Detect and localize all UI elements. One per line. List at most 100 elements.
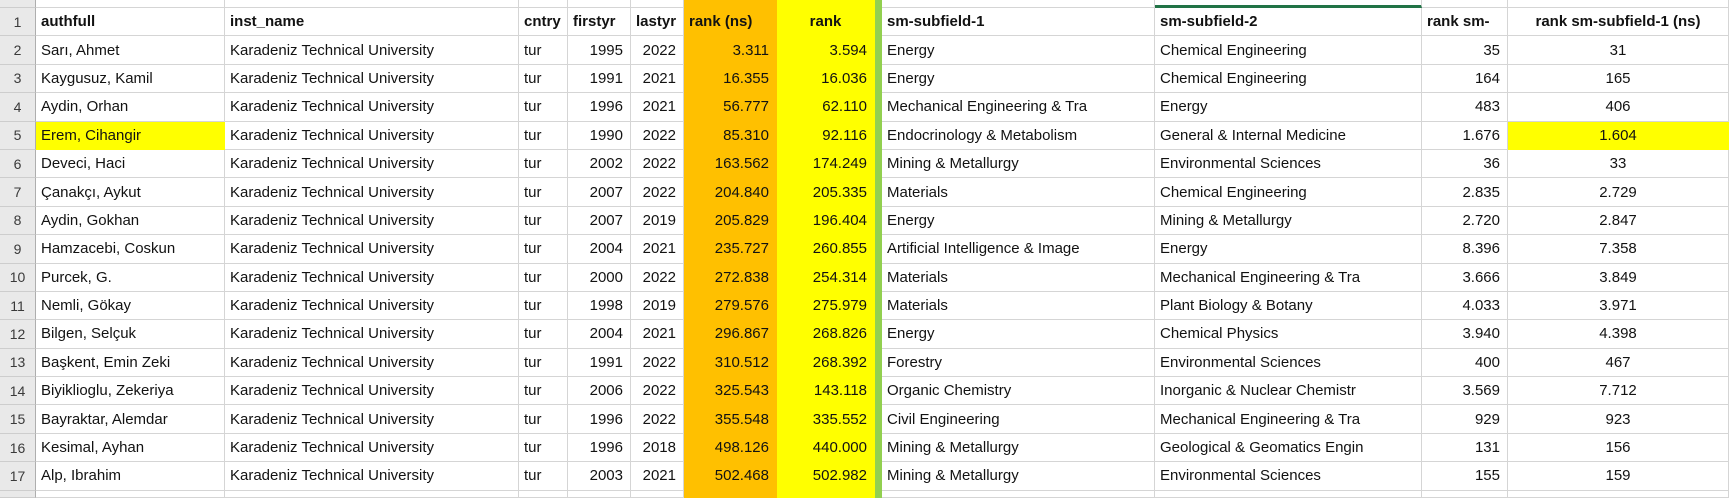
cell-rank-sm-subfield-1-ns[interactable]: 3.971 — [1508, 291, 1729, 321]
row-number[interactable]: 15 — [0, 405, 36, 434]
cell-lastyr[interactable]: 2019 — [631, 291, 684, 321]
cell-rank-sm-subfield-1-ns[interactable]: 165 — [1508, 64, 1729, 94]
cell-rank-sm-subfield-1-ns[interactable]: 156 — [1508, 433, 1729, 463]
cell-firstyr[interactable]: 1990 — [568, 121, 631, 150]
cell-cntry[interactable]: tur — [519, 377, 568, 406]
cell-rank-ns[interactable]: 272.838 — [684, 263, 777, 292]
cell-lastyr[interactable]: 2021 — [631, 93, 684, 122]
cell-rank-sm-subfield-1-ns[interactable]: 406 — [1508, 93, 1729, 122]
row-number[interactable]: 3 — [0, 64, 36, 94]
cell-rank-ns[interactable]: 279.576 — [684, 291, 777, 321]
cell-rank-sm-subfield-1-ns[interactable]: 3.849 — [1508, 263, 1729, 292]
cell-inst-name[interactable]: Karadeniz Technical University — [225, 93, 519, 122]
cell-authfull[interactable]: Kaygusuz, Kamil — [36, 64, 225, 94]
cell-sm-subfield-1[interactable]: Energy — [882, 320, 1155, 349]
cell-lastyr[interactable]: 2022 — [631, 377, 684, 406]
cell-rank-sm[interactable]: 929 — [1422, 405, 1508, 434]
cell-cntry[interactable]: tur — [519, 348, 568, 378]
cell-cntry[interactable]: tur — [519, 36, 568, 65]
cell-firstyr[interactable]: 2002 — [568, 149, 631, 179]
cell-lastyr[interactable]: 2022 — [631, 263, 684, 292]
cell-sm-subfield-1[interactable]: Materials — [882, 178, 1155, 207]
cell-rank[interactable]: 16.036 — [777, 64, 875, 94]
row-number[interactable]: 13 — [0, 348, 36, 378]
row-number[interactable]: 16 — [0, 433, 36, 463]
cell-sm-subfield-2[interactable]: Energy — [1155, 93, 1422, 122]
cell-rank-sm[interactable]: 131 — [1422, 433, 1508, 463]
header-rank-sm-subfield-1-ns[interactable]: rank sm-subfield-1 (ns) — [1508, 8, 1729, 37]
header-inst-name[interactable]: inst_name — [225, 8, 519, 37]
cell-authfull[interactable]: Deveci, Haci — [36, 149, 225, 179]
cell-authfull[interactable]: Aydin, Orhan — [36, 93, 225, 122]
cell-rank-sm-subfield-1-ns[interactable]: 7.712 — [1508, 377, 1729, 406]
cell-rank-sm-subfield-1-ns[interactable]: 923 — [1508, 405, 1729, 434]
cell-lastyr[interactable]: 2022 — [631, 178, 684, 207]
header-firstyr[interactable]: firstyr — [568, 8, 631, 37]
cell-cntry[interactable]: tur — [519, 263, 568, 292]
cell-sm-subfield-2[interactable]: Chemical Engineering — [1155, 178, 1422, 207]
cell-rank[interactable]: 260.855 — [777, 235, 875, 264]
cell-rank-sm-subfield-1-ns[interactable]: 1.604 — [1508, 121, 1729, 150]
cell-firstyr[interactable]: 2000 — [568, 263, 631, 292]
cell-inst-name[interactable]: Karadeniz Technical University — [225, 348, 519, 378]
cell-sm-subfield-2[interactable]: Chemical Engineering — [1155, 36, 1422, 65]
cell-rank[interactable]: 62.110 — [777, 93, 875, 122]
cell-sm-subfield-2[interactable]: Inorganic & Nuclear Chemistr — [1155, 377, 1422, 406]
row-number[interactable]: 17 — [0, 462, 36, 491]
cell-sm-subfield-2[interactable]: Chemical Physics — [1155, 320, 1422, 349]
cell-inst-name[interactable]: Karadeniz Technical University — [225, 263, 519, 292]
cell-rank-ns[interactable]: 310.512 — [684, 348, 777, 378]
row-number[interactable]: 6 — [0, 149, 36, 179]
cell-rank-ns[interactable]: 85.310 — [684, 121, 777, 150]
cell-rank-sm[interactable]: 1.676 — [1422, 121, 1508, 150]
cell-authfull[interactable]: Sarı, Ahmet — [36, 36, 225, 65]
cell-sm-subfield-2[interactable]: Mining & Metallurgy — [1155, 206, 1422, 236]
cell-rank-sm[interactable]: 2.720 — [1422, 206, 1508, 236]
cell-rank-sm[interactable]: 4.033 — [1422, 291, 1508, 321]
header-rank-sm[interactable]: rank sm- — [1422, 8, 1508, 37]
cell-sm-subfield-1[interactable]: Mining & Metallurgy — [882, 149, 1155, 179]
cell-lastyr[interactable]: 2022 — [631, 405, 684, 434]
cell-lastyr[interactable]: 2021 — [631, 320, 684, 349]
cell-rank-sm-subfield-1-ns[interactable]: 467 — [1508, 348, 1729, 378]
cell-rank[interactable]: 174.249 — [777, 149, 875, 179]
cell-rank-sm[interactable]: 3.569 — [1422, 377, 1508, 406]
row-number[interactable]: 14 — [0, 377, 36, 406]
cell-inst-name[interactable]: Karadeniz Technical University — [225, 121, 519, 150]
row-number[interactable]: 12 — [0, 320, 36, 349]
cell-authfull[interactable]: Bayraktar, Alemdar — [36, 405, 225, 434]
cell-rank-ns[interactable]: 235.727 — [684, 235, 777, 264]
cell-lastyr[interactable]: 2022 — [631, 149, 684, 179]
cell-rank[interactable]: 254.314 — [777, 263, 875, 292]
cell-rank-ns[interactable]: 355.548 — [684, 405, 777, 434]
cell-rank-sm-subfield-1-ns[interactable]: 159 — [1508, 462, 1729, 491]
cell-cntry[interactable]: tur — [519, 178, 568, 207]
cell-sm-subfield-1[interactable]: Energy — [882, 64, 1155, 94]
row-number[interactable]: 2 — [0, 36, 36, 65]
cell-rank-sm-subfield-1-ns[interactable]: 33 — [1508, 149, 1729, 179]
cell-lastyr[interactable]: 2019 — [631, 206, 684, 236]
cell-authfull[interactable]: Kesimal, Ayhan — [36, 433, 225, 463]
cell-rank-sm[interactable]: 2.835 — [1422, 178, 1508, 207]
cell-authfull[interactable]: Biyiklioglu, Zekeriya — [36, 377, 225, 406]
cell-rank-sm[interactable]: 155 — [1422, 462, 1508, 491]
cell-rank[interactable]: 268.392 — [777, 348, 875, 378]
cell-rank-sm[interactable]: 3.940 — [1422, 320, 1508, 349]
cell-cntry[interactable]: tur — [519, 433, 568, 463]
cell-authfull[interactable]: Purcek, G. — [36, 263, 225, 292]
cell-cntry[interactable]: tur — [519, 64, 568, 94]
cell-rank[interactable]: 92.116 — [777, 121, 875, 150]
cell-cntry[interactable]: tur — [519, 291, 568, 321]
row-number[interactable]: 9 — [0, 235, 36, 264]
cell-sm-subfield-2[interactable]: Mechanical Engineering & Tra — [1155, 263, 1422, 292]
cell-inst-name[interactable]: Karadeniz Technical University — [225, 462, 519, 491]
cell-firstyr[interactable]: 2007 — [568, 206, 631, 236]
header-lastyr[interactable]: lastyr — [631, 8, 684, 37]
cell-rank-sm[interactable]: 3.666 — [1422, 263, 1508, 292]
cell-cntry[interactable]: tur — [519, 121, 568, 150]
cell-firstyr[interactable]: 2004 — [568, 235, 631, 264]
cell-firstyr[interactable]: 1995 — [568, 36, 631, 65]
cell-rank-sm-subfield-1-ns[interactable]: 7.358 — [1508, 235, 1729, 264]
cell-firstyr[interactable]: 2004 — [568, 320, 631, 349]
cell-cntry[interactable]: tur — [519, 206, 568, 236]
